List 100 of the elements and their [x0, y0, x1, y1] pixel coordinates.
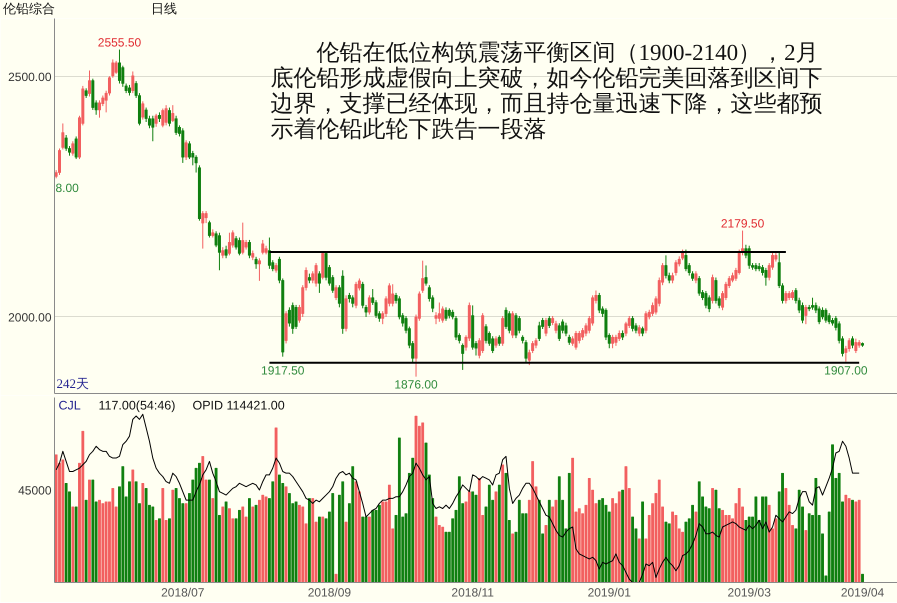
bar: [111, 488, 114, 582]
candlestick: [261, 239, 264, 255]
candlestick: [84, 88, 88, 98]
candlestick: [118, 49, 121, 84]
candlestick: [274, 262, 278, 274]
bar: [121, 466, 124, 582]
bar: [658, 480, 661, 582]
candlestick: [711, 274, 714, 304]
candlestick: [684, 249, 688, 272]
bar: [381, 502, 384, 582]
bar: [351, 466, 354, 582]
candlestick: [204, 210, 208, 224]
candlestick: [508, 310, 511, 334]
bar: [848, 498, 851, 582]
bar: [798, 490, 801, 582]
candlestick: [534, 338, 538, 349]
bar: [844, 494, 848, 582]
bar: [371, 510, 374, 582]
bar: [411, 458, 414, 582]
candlestick: [151, 115, 154, 142]
bar: [621, 490, 624, 582]
bar: [331, 493, 334, 582]
y-tick-label: 2000.00: [8, 310, 52, 324]
bar: [98, 500, 101, 582]
bar: [624, 466, 628, 582]
candlestick: [64, 134, 68, 152]
candlestick: [258, 258, 261, 282]
candlestick: [421, 260, 424, 294]
bar: [761, 496, 764, 582]
candlestick: [318, 270, 321, 294]
candlestick: [254, 256, 258, 270]
bar: [501, 464, 504, 582]
candlestick: [511, 310, 514, 339]
bar: [421, 422, 424, 582]
bar: [141, 483, 144, 582]
candlestick: [354, 281, 358, 309]
candlestick: [851, 336, 854, 349]
bar: [378, 504, 381, 582]
candlestick: [514, 312, 518, 339]
candlestick: [308, 273, 311, 284]
candlestick: [461, 342, 464, 370]
bar: [344, 522, 348, 582]
candlestick: [141, 100, 144, 120]
text: CJL: [58, 398, 81, 412]
bar: [548, 500, 551, 582]
bar: [544, 525, 548, 582]
candlestick: [824, 308, 828, 324]
bar: [671, 512, 674, 582]
candlestick: [638, 324, 641, 337]
bar: [488, 484, 491, 582]
candlestick: [244, 239, 248, 250]
bar: [511, 533, 514, 582]
x-tick-label: 2018/07: [161, 586, 205, 600]
bar: [861, 574, 864, 582]
bar: [168, 518, 171, 582]
bar: [631, 516, 634, 582]
candlestick: [791, 290, 794, 301]
candlestick: [294, 304, 298, 330]
bar: [104, 502, 108, 582]
candlestick: [614, 334, 618, 346]
bar: [151, 506, 154, 582]
x-tick-label: 2019/01: [588, 586, 632, 600]
bar: [311, 498, 314, 582]
bar: [284, 486, 288, 582]
candlestick: [818, 306, 821, 325]
bar: [518, 500, 521, 582]
candlestick: [504, 306, 508, 330]
candlestick: [88, 70, 91, 97]
x-tick-label: 2018/11: [451, 586, 494, 600]
candlestick: [641, 326, 644, 337]
candlestick: [288, 306, 291, 328]
bar: [444, 532, 448, 582]
candlestick: [764, 267, 768, 286]
bar: [674, 514, 678, 582]
bar: [764, 496, 768, 582]
candlestick: [334, 284, 338, 301]
x-tick-label: 2018/09: [308, 586, 352, 600]
bar: [131, 470, 134, 582]
annotation: 伦铅在低位构筑震荡平衡区间（1900-2140），2月底伦铅形成虚假向上突破，如今伦铅完美回落到区间下边界，支撑已经体现，而且持仓量迅速下降，这些都预示着伦铅此轮下跌告一段落: [270, 40, 822, 142]
bar: [611, 498, 614, 582]
bar: [134, 481, 138, 582]
candlestick: [784, 290, 788, 304]
candlestick: [494, 336, 498, 348]
candlestick: [574, 330, 578, 350]
bar: [238, 510, 241, 582]
annotation: 1917.50: [261, 364, 305, 378]
bar: [434, 516, 438, 582]
candlestick: [184, 140, 188, 161]
candlestick: [518, 315, 521, 334]
candlestick: [291, 302, 294, 334]
bar: [578, 508, 581, 582]
candlestick: [708, 294, 711, 313]
candlestick: [828, 312, 831, 325]
candlestick: [854, 338, 858, 354]
candlestick: [548, 315, 551, 329]
bar: [208, 480, 211, 582]
candlestick: [251, 250, 254, 261]
candlestick: [71, 140, 74, 156]
bar: [474, 494, 478, 582]
candlestick: [618, 330, 621, 342]
